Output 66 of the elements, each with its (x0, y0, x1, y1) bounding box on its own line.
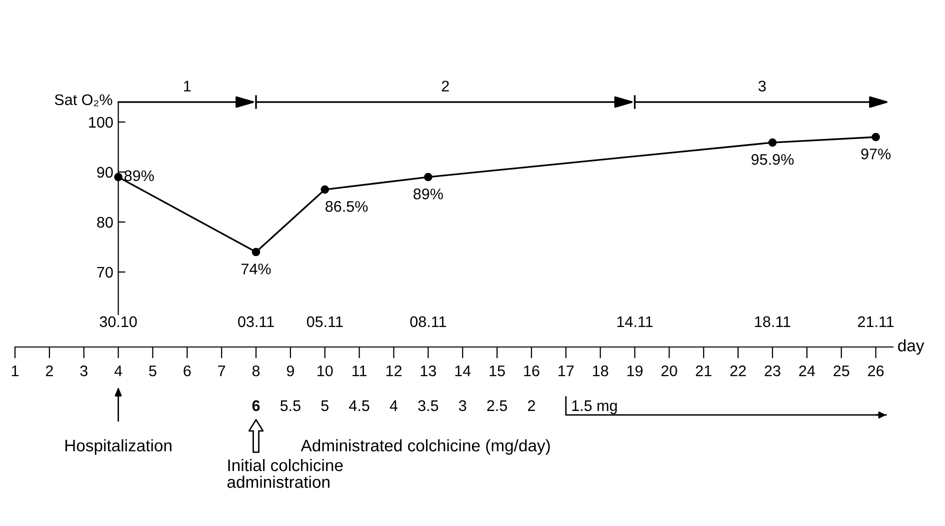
text: 3 (758, 80, 766, 92)
x-tick-label: 2 (46, 365, 53, 376)
data-label: 74% (242, 264, 271, 274)
x2-tick-label: 08.11 (410, 316, 446, 328)
x-tick-label: 14 (455, 366, 471, 376)
x-tick-label: 19 (627, 365, 643, 376)
y-axis-title: Sat O₂% (54, 94, 112, 106)
data-label: 89% (124, 170, 154, 182)
x2-tick-label: 21.11 (858, 316, 894, 327)
text: 5.5 (280, 400, 300, 412)
x-tick-label: 21 (696, 365, 712, 376)
y-tick-label: 100 (89, 116, 113, 128)
x-tick-label: 4 (114, 366, 122, 376)
text: 4.5 (349, 400, 370, 412)
x2-tick-label: 30.10 (100, 316, 137, 328)
text: 3 (458, 400, 466, 412)
point (424, 172, 432, 182)
x-tick-label: 6 (184, 365, 191, 376)
x-tick-label: 5 (149, 366, 156, 376)
text: Administrated colchicine (mg/day) (300, 439, 550, 455)
x-tick-label: 3 (80, 365, 88, 376)
x-tick-label: 22 (730, 365, 746, 376)
x2-tick-label: 18.11 (755, 316, 790, 328)
text: Hospitalization (65, 439, 172, 455)
text: 5 (321, 400, 328, 412)
x-tick-label: 25 (834, 365, 850, 376)
text: 2 (528, 400, 535, 411)
x-tick-label: 9 (286, 365, 294, 376)
point (252, 248, 260, 256)
x2-tick-label: 05.11 (306, 316, 343, 328)
x-tick-label: 11 (352, 366, 366, 376)
x-tick-label: 24 (799, 365, 815, 376)
x-tick-label: 18 (593, 365, 608, 376)
x-tick-label: 8 (252, 365, 260, 376)
x-tick-label: 20 (661, 365, 678, 376)
point (768, 138, 777, 147)
text: 3.5 (418, 400, 438, 412)
text: 1 (184, 80, 191, 92)
x2-tick-label: 14.11 (617, 316, 653, 327)
data-label: 95.9% (752, 154, 794, 165)
text: 2.5 (487, 400, 508, 412)
x-tick-label: 10 (318, 365, 333, 376)
text: 4 (390, 400, 398, 411)
x-tick-label: 26 (868, 365, 884, 376)
data-label: 97% (861, 148, 891, 160)
data-label: 89% (414, 188, 443, 200)
y-tick-label: 80 (97, 216, 113, 228)
text: Initial colchicine administration (227, 458, 343, 488)
x-tick-label: 7 (218, 366, 226, 376)
y-tick-label: 90 (97, 166, 113, 178)
point (872, 132, 880, 142)
x-tick-label: 17 (558, 366, 574, 376)
x-axis-title: day (898, 339, 924, 355)
y-tick-label: 70 (97, 266, 113, 278)
data-label: 86.5% (326, 201, 368, 212)
x-tick-label: 15 (490, 366, 505, 376)
x-tick-label: 13 (420, 365, 436, 376)
text: 1.5 mg (572, 400, 617, 414)
x-tick-label: 16 (524, 365, 540, 376)
text: 2 (442, 80, 449, 92)
text: 6 (252, 400, 260, 412)
x-tick-label: 23 (764, 365, 780, 376)
x-tick-label: 12 (386, 365, 402, 376)
x-tick-label: 1 (12, 366, 19, 376)
x2-tick-label: 03.11 (238, 316, 274, 328)
point (320, 185, 330, 194)
